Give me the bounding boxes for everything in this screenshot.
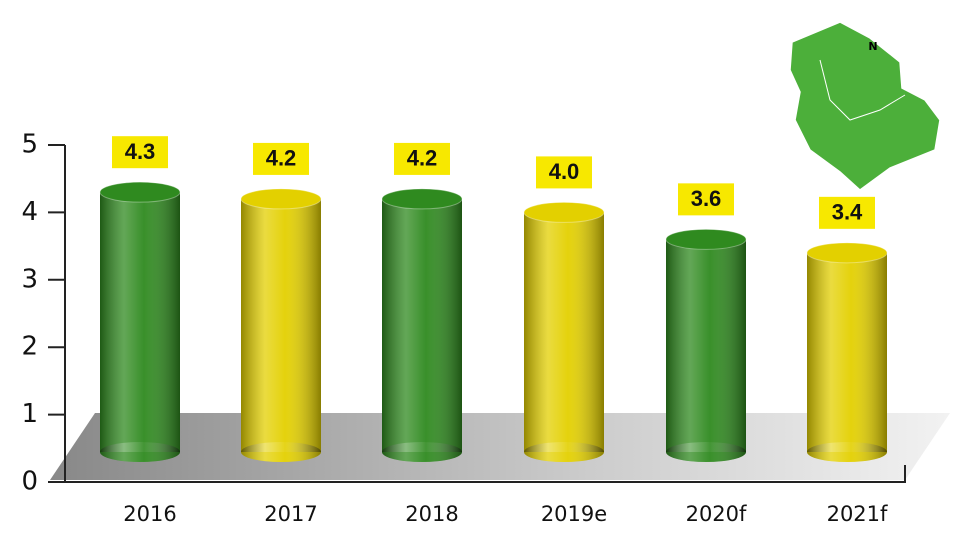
bar-base-shade (241, 442, 321, 462)
value-label-box (678, 183, 734, 216)
cylinder (665, 228, 747, 462)
bar-base-shade (100, 442, 180, 462)
x-tick-label: 2018 (405, 502, 458, 526)
bar-base-shade (666, 442, 746, 462)
cylinder (381, 188, 463, 462)
map: N (789, 21, 941, 191)
bar-top (523, 201, 605, 223)
map-north-label: N (868, 40, 877, 53)
x-tick-label: 2016 (123, 502, 176, 526)
value-label: 4.3 (125, 139, 156, 164)
y-tick-label: 5 (21, 130, 38, 160)
value-label-box (112, 136, 168, 169)
bar-base-shade (524, 442, 604, 462)
bar-base-shade (807, 442, 887, 462)
value-label-box (394, 142, 450, 175)
value-label: 4.2 (266, 146, 297, 171)
bar-top (665, 228, 747, 250)
x-axis (65, 465, 906, 483)
value-label: 4.0 (549, 159, 580, 184)
bar-shade (666, 239, 746, 452)
cylinder (99, 181, 181, 462)
bar-top (806, 242, 888, 264)
bar-shade (807, 252, 887, 452)
map-shape (789, 21, 941, 191)
bar-shade (382, 198, 462, 452)
bar-top (99, 181, 181, 203)
bar-base-shade (382, 442, 462, 462)
y-tick-label: 1 (21, 399, 38, 429)
y-tick-label: 3 (21, 264, 38, 294)
cylinder (523, 201, 605, 462)
x-tick-label: 2019e (541, 502, 607, 526)
bar-top (240, 188, 322, 210)
cylinder (806, 242, 888, 462)
value-label: 3.4 (832, 200, 863, 225)
cylinder (240, 188, 322, 462)
value-label-box (819, 196, 875, 229)
map-borders (819, 59, 906, 121)
y-tick-label: 2 (21, 332, 38, 362)
y-tick-label: 4 (21, 197, 38, 227)
bar-top (381, 188, 463, 210)
value-label: 3.6 (691, 186, 722, 211)
bar-shade (100, 192, 180, 452)
value-label: 4.2 (407, 146, 438, 171)
bar-shade (241, 198, 321, 452)
value-label-box (536, 156, 592, 189)
x-tick-label: 2021f (827, 502, 888, 526)
bar-shade (524, 212, 604, 452)
x-tick-label: 2020f (686, 502, 747, 526)
x-tick-label: 2017 (264, 502, 317, 526)
value-label-box (253, 142, 309, 175)
y-tick-label: 0 (21, 467, 38, 497)
